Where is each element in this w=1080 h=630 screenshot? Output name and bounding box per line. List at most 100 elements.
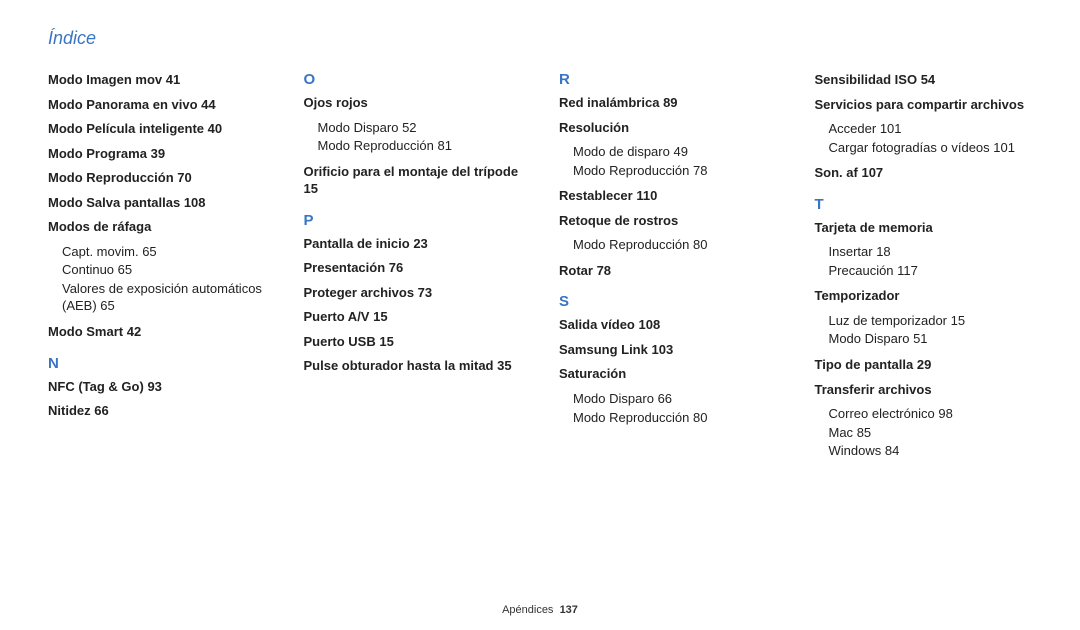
index-entry-title: Presentación bbox=[304, 260, 386, 275]
index-entry-title: Red inalámbrica bbox=[559, 95, 659, 110]
index-entry: Resolución bbox=[559, 119, 777, 137]
index-letter: O bbox=[304, 71, 522, 88]
index-entry-page: 110 bbox=[636, 188, 657, 203]
index-entry-title: Proteger archivos bbox=[304, 285, 415, 300]
index-entry: Red inalámbrica 89 bbox=[559, 94, 777, 112]
index-entry: Samsung Link 103 bbox=[559, 341, 777, 359]
index-column: Modo Imagen mov 41 Modo Panorama en vivo … bbox=[48, 71, 266, 468]
index-entry-page: 42 bbox=[127, 324, 141, 339]
index-letter: R bbox=[559, 71, 777, 88]
index-column: Sensibilidad ISO 54 Servicios para compar… bbox=[815, 71, 1033, 468]
index-entry-title: Modo Programa bbox=[48, 146, 147, 161]
index-entry-page: 41 bbox=[166, 72, 180, 87]
index-subentry-label: Luz de temporizador bbox=[829, 313, 948, 328]
index-subentry-label: Capt. movim. bbox=[62, 244, 139, 259]
index-subentry-label: Modo Reproducción bbox=[573, 163, 689, 178]
index-entry-title: Modo Reproducción bbox=[48, 170, 174, 185]
index-subentry: Precaución 117 bbox=[829, 262, 1033, 280]
index-entry-title: NFC (Tag & Go) bbox=[48, 379, 144, 394]
index-subentry-page: 51 bbox=[913, 331, 927, 346]
index-subentry: Acceder 101 bbox=[829, 120, 1033, 138]
index-letter: T bbox=[815, 196, 1033, 213]
index-entry: Servicios para compartir archivos bbox=[815, 96, 1033, 114]
index-subentry: Luz de temporizador 15 bbox=[829, 312, 1033, 330]
index-subentry: Cargar fotogradías o vídeos 101 bbox=[829, 139, 1033, 157]
index-entry-title: Tipo de pantalla bbox=[815, 357, 914, 372]
index-column: OOjos rojosModo Disparo 52Modo Reproducc… bbox=[304, 71, 522, 468]
index-subentry: Modo de disparo 49 bbox=[573, 143, 777, 161]
index-entry: Modo Panorama en vivo 44 bbox=[48, 96, 266, 114]
index-entry-page: 73 bbox=[418, 285, 432, 300]
index-subentry-page: 101 bbox=[993, 140, 1015, 155]
index-entry-page: 107 bbox=[861, 165, 883, 180]
index-subentry-page: 81 bbox=[437, 138, 451, 153]
index-subentry: Windows 84 bbox=[829, 442, 1033, 460]
index-subentry-page: 84 bbox=[885, 443, 899, 458]
index-subentry-label: Modo de disparo bbox=[573, 144, 670, 159]
index-entry-title: Resolución bbox=[559, 120, 629, 135]
index-subentry-label: Mac bbox=[829, 425, 854, 440]
index-entry-title: Servicios para compartir archivos bbox=[815, 97, 1025, 112]
index-entry: Presentación 76 bbox=[304, 259, 522, 277]
footer-page-number: 137 bbox=[560, 604, 578, 616]
index-subentry-page: 117 bbox=[897, 263, 918, 278]
index-entry-title: Samsung Link bbox=[559, 342, 648, 357]
index-entry: Modo Película inteligente 40 bbox=[48, 120, 266, 138]
index-entry: Pantalla de inicio 23 bbox=[304, 235, 522, 253]
index-entry-page: 108 bbox=[184, 195, 206, 210]
index-entry: Modo Smart 42 bbox=[48, 323, 266, 341]
index-entry-page: 89 bbox=[663, 95, 677, 110]
index-subentries: Correo electrónico 98Mac 85Windows 84 bbox=[829, 405, 1033, 460]
index-entry-title: Son. af bbox=[815, 165, 858, 180]
index-subentry-page: 101 bbox=[880, 121, 902, 136]
index-entry-page: 78 bbox=[597, 263, 611, 278]
index-subentries: Modo de disparo 49Modo Reproducción 78 bbox=[573, 143, 777, 179]
index-subentry-page: 65 bbox=[142, 244, 156, 259]
index-subentry-label: Precaución bbox=[829, 263, 894, 278]
index-subentry-page: 66 bbox=[658, 391, 672, 406]
index-entry-page: 54 bbox=[921, 72, 935, 87]
index-entry-page: 76 bbox=[389, 260, 403, 275]
index-entry: Transferir archivos bbox=[815, 381, 1033, 399]
index-subentry-label: Modo Disparo bbox=[318, 120, 399, 135]
index-subentry: Mac 85 bbox=[829, 424, 1033, 442]
index-entry: Sensibilidad ISO 54 bbox=[815, 71, 1033, 89]
index-columns: Modo Imagen mov 41 Modo Panorama en vivo … bbox=[48, 71, 1032, 468]
index-subentry-page: 18 bbox=[876, 244, 890, 259]
index-subentry-label: Windows bbox=[829, 443, 882, 458]
index-entry: Nitidez 66 bbox=[48, 402, 266, 420]
index-entry: Saturación bbox=[559, 365, 777, 383]
page-footer: Apéndices 137 bbox=[0, 604, 1080, 616]
index-entry: Salida vídeo 108 bbox=[559, 316, 777, 334]
index-subentry: Modo Disparo 52 bbox=[318, 119, 522, 137]
index-subentry: Modo Disparo 51 bbox=[829, 330, 1033, 348]
index-subentry-label: Insertar bbox=[829, 244, 873, 259]
index-subentry-label: Modo Reproducción bbox=[318, 138, 434, 153]
index-subentry: Modo Disparo 66 bbox=[573, 390, 777, 408]
index-entry-page: 39 bbox=[151, 146, 165, 161]
index-entry-title: Nitidez bbox=[48, 403, 91, 418]
index-subentry-label: Modo Disparo bbox=[573, 391, 654, 406]
index-subentry-page: 80 bbox=[693, 237, 707, 252]
index-subentry-page: 80 bbox=[693, 410, 707, 425]
page: Índice Modo Imagen mov 41Modo Panorama e… bbox=[0, 0, 1080, 630]
index-subentry: Capt. movim. 65 bbox=[62, 243, 266, 261]
index-subentry-label: Modo Reproducción bbox=[573, 237, 689, 252]
index-entry: NFC (Tag & Go) 93 bbox=[48, 378, 266, 396]
index-entry: Temporizador bbox=[815, 287, 1033, 305]
index-entry-title: Pulse obturador hasta la mitad bbox=[304, 358, 494, 373]
index-entry-title: Temporizador bbox=[815, 288, 900, 303]
index-subentry: Valores de exposición automáticos (AEB) … bbox=[62, 280, 266, 315]
index-entry-page: 15 bbox=[373, 309, 387, 324]
index-subentry-label: Modo Disparo bbox=[829, 331, 910, 346]
index-entry-page: 15 bbox=[379, 334, 393, 349]
index-entry-title: Rotar bbox=[559, 263, 593, 278]
index-subentry-label: Acceder bbox=[829, 121, 877, 136]
index-entry: Modos de ráfaga bbox=[48, 218, 266, 236]
index-entry-title: Puerto USB bbox=[304, 334, 376, 349]
index-subentry-page: 65 bbox=[100, 298, 114, 313]
index-entry: Proteger archivos 73 bbox=[304, 284, 522, 302]
index-entry: Modo Imagen mov 41 bbox=[48, 71, 266, 89]
index-subentry-label: Continuo bbox=[62, 262, 114, 277]
index-entry-page: 40 bbox=[208, 121, 222, 136]
